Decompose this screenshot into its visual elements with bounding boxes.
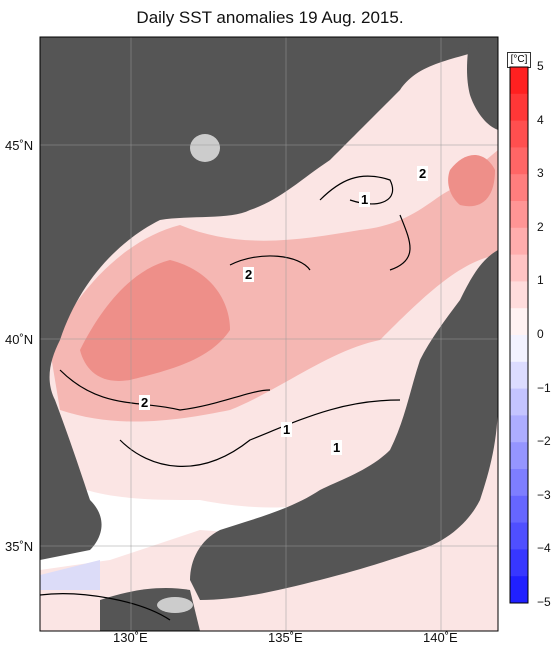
contour-label-1-north: 1	[359, 192, 371, 207]
map-frame	[39, 36, 499, 632]
lon-label-130e: 130˚E	[113, 630, 148, 645]
colorbar-step	[510, 549, 528, 577]
lon-label-140e: 140˚E	[423, 630, 458, 645]
colorbar-frame	[509, 66, 529, 604]
lat-label-45n: 45˚N	[5, 138, 34, 153]
sakhalin-land	[467, 37, 498, 130]
colorbar-step	[510, 361, 528, 390]
colorbar-tick-label: 5	[537, 59, 544, 73]
colorbar-step	[510, 227, 528, 256]
colorbar-step	[510, 415, 528, 443]
continent-land	[40, 37, 498, 560]
colorbar-step	[510, 174, 528, 202]
colorbar-tick-label: −4	[537, 541, 551, 556]
contour-line-2-south	[59, 369, 271, 411]
graticule	[40, 37, 498, 631]
anomaly-3-4-core-west	[80, 260, 230, 381]
colorbar-step	[510, 67, 528, 95]
negative-anomaly-patch	[40, 560, 100, 590]
colorbar-step	[510, 308, 528, 336]
colorbar-tick-label: −1	[537, 380, 551, 395]
contour-label-1-east: 1	[331, 440, 343, 455]
japan-land	[190, 250, 498, 600]
colorbar-step	[510, 576, 528, 604]
colorbar-tick-label: 3	[537, 166, 544, 181]
colorbar-unit: [°C]	[507, 52, 531, 68]
lat-label-35n: 35˚N	[5, 539, 34, 554]
colorbar-step	[510, 254, 528, 282]
lake-khanka	[190, 134, 220, 162]
colorbar-step	[510, 522, 528, 550]
colorbar-step	[510, 147, 528, 175]
contour-line-1-north	[319, 175, 394, 205]
colorbar-step	[510, 93, 528, 122]
colorbar-steps	[510, 67, 528, 604]
colorbar-step	[510, 281, 528, 309]
contour-line-0	[39, 593, 171, 621]
lon-label-135e: 135˚E	[268, 630, 303, 645]
colorbar-tick-label: 4	[537, 112, 544, 127]
colorbar-step	[510, 201, 528, 229]
colorbar-tick-label: 0	[537, 327, 544, 341]
contour-label-2-mid: 2	[243, 267, 255, 282]
contour-label-2-west: 2	[139, 395, 151, 410]
lat-label-40n: 40˚N	[5, 332, 34, 347]
colorbar-tick-label: −2	[537, 434, 551, 449]
contour-line-1-south	[119, 399, 401, 467]
colorbar-tick-label: 1	[537, 273, 544, 288]
colorbar-step	[510, 442, 528, 470]
contour-line-2-mid	[229, 255, 311, 271]
contour-label-2-east: 2	[417, 166, 429, 181]
colorbar-tick-label: −3	[537, 487, 551, 502]
colorbar-step	[510, 388, 528, 416]
inland-sea	[157, 597, 193, 613]
contour-line-2-east	[389, 214, 411, 271]
colorbar-step	[510, 335, 528, 363]
colorbar-step	[510, 469, 528, 497]
map-title: Daily SST anomalies 19 Aug. 2015.	[136, 8, 404, 27]
colorbar-tick-label: 2	[537, 219, 544, 234]
colorbar-step	[510, 120, 528, 148]
anomaly-0-1-south	[40, 470, 330, 570]
colorbar-step	[510, 495, 528, 524]
contour-label-1-south: 1	[281, 422, 293, 437]
anomaly-3-4-core-east	[448, 155, 495, 207]
colorbar-tick-label: −5	[537, 595, 551, 609]
